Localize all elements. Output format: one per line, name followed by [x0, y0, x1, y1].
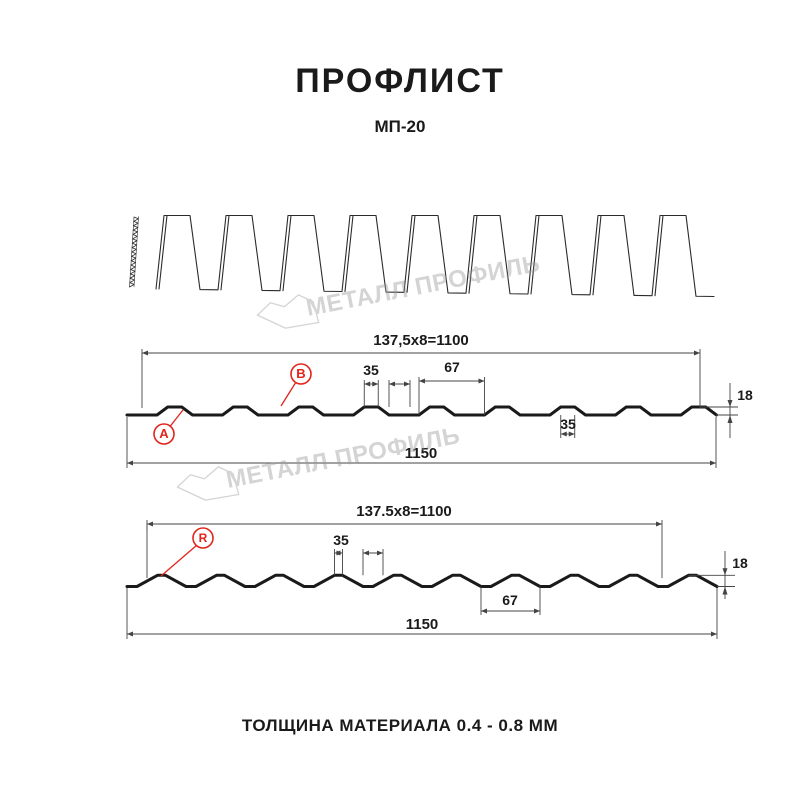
svg-text:67: 67: [444, 359, 460, 375]
svg-text:R: R: [199, 531, 208, 545]
svg-text:137.5х8=1100: 137.5х8=1100: [356, 503, 452, 520]
svg-text:B: B: [296, 366, 305, 381]
svg-text:1150: 1150: [406, 616, 439, 633]
svg-text:18: 18: [737, 387, 753, 403]
svg-text:МЕТАЛЛ ПРОФИЛЬ: МЕТАЛЛ ПРОФИЛЬ: [304, 250, 542, 322]
svg-text:35: 35: [363, 362, 379, 378]
svg-text:67: 67: [502, 592, 518, 608]
svg-text:35: 35: [560, 416, 576, 432]
svg-text:18: 18: [732, 555, 748, 571]
svg-text:35: 35: [333, 532, 349, 548]
svg-text:A: A: [159, 426, 169, 441]
svg-text:137,5х8=1100: 137,5х8=1100: [373, 332, 469, 349]
